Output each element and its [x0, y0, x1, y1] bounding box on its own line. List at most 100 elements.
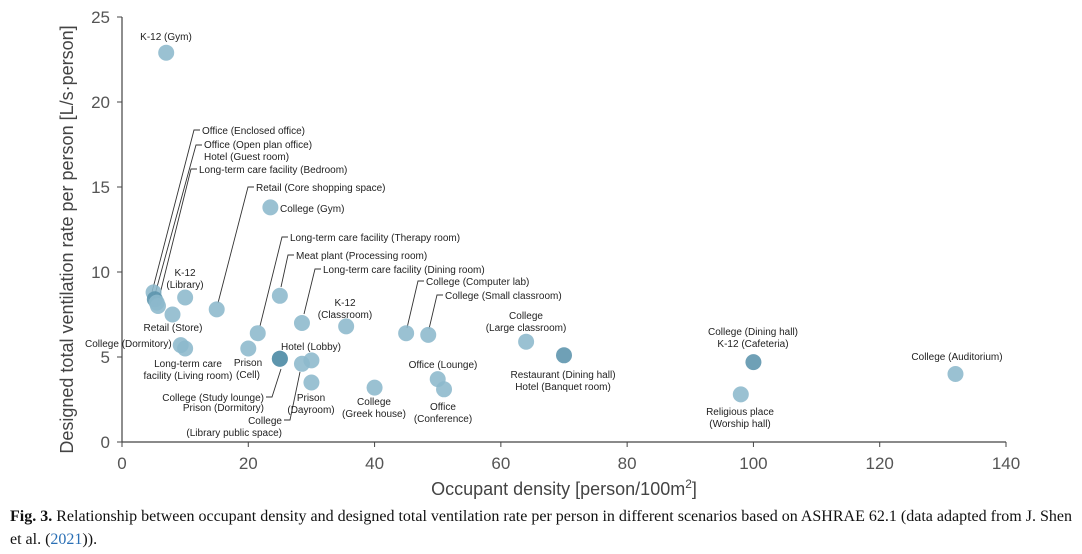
data-point [420, 326, 437, 343]
caption-text: Relationship between occupant density an… [10, 508, 1073, 548]
data-point [518, 333, 535, 350]
point-label-line: (Large classroom) [486, 323, 567, 334]
x-tick-label: 100 [739, 454, 767, 473]
point-labels: K-12 (Gym) College (Gym) Office (Enclosed … [85, 32, 1003, 439]
data-point [208, 301, 225, 318]
x-tick-label: 40 [365, 454, 384, 473]
point-label: K-12 (Gym) [140, 32, 192, 43]
data-point [271, 350, 288, 367]
point-label-line: Restaurant (Dining hall) [510, 370, 615, 381]
point-label-line: College (Gym) [280, 204, 344, 215]
point-label-line: College [509, 311, 543, 322]
point-label-line: (Worship hall) [709, 419, 771, 430]
point-label: College (Auditorium) [911, 352, 1002, 363]
data-point [303, 352, 320, 369]
point-label-line: (Greek house) [342, 409, 406, 420]
axes: 0 20 40 60 80 100 120 140 0 5 10 15 20 25 [91, 8, 1020, 473]
point-label: College (Large classroom) [486, 311, 567, 334]
point-label-line: College [357, 397, 391, 408]
point-label-line: Prison (Dormitory) [183, 403, 264, 414]
data-point [262, 199, 279, 216]
point-label: K-12 (Library) [166, 268, 203, 291]
data-point [149, 298, 166, 314]
point-label: K-12 (Classroom) [318, 298, 372, 321]
data-point [947, 366, 964, 382]
data-point [271, 287, 288, 304]
point-label: Long-term care facility (Therapy room) [290, 233, 460, 244]
x-tick-label: 60 [491, 454, 510, 473]
data-point [436, 381, 453, 398]
point-label-line: Long-term care facility (Bedroom) [199, 165, 347, 176]
point-label: Office (Enclosed office) [202, 126, 305, 137]
y-tick-label: 25 [91, 8, 110, 27]
point-label: College (Library public space) [186, 416, 282, 439]
x-axis-title-end: ] [692, 479, 697, 499]
point-label-line: (Classroom) [318, 310, 372, 321]
data-point [164, 306, 181, 323]
point-label-line: (Cell) [236, 370, 260, 381]
point-label-line: College (Small classroom) [445, 291, 562, 302]
point-label-line: College [248, 416, 282, 427]
point-label-line: College (Computer lab) [426, 277, 529, 288]
point-label-line: Retail (Core shopping space) [256, 183, 386, 194]
point-label-line: K-12 [174, 268, 196, 279]
leader-line [156, 168, 197, 307]
leader-lines [151, 129, 443, 421]
y-tick-label: 15 [91, 178, 110, 197]
point-label: Restaurant (Dining hall) Hotel (Banquet r… [510, 370, 615, 393]
data-point [293, 315, 310, 331]
y-tick-label: 20 [91, 93, 110, 112]
data-point [338, 318, 355, 335]
data-points [145, 44, 964, 403]
point-label: Meat plant (Processing room) [296, 251, 427, 262]
data-point [240, 340, 257, 357]
point-label: College (Computer lab) [426, 277, 529, 288]
point-label: Office (Lounge) [409, 360, 478, 371]
point-label: Long-term care facility (Bedroom) [199, 165, 347, 176]
x-axis-title-text: Occupant density [person/100m [431, 479, 685, 499]
point-label-line: College (Auditorium) [911, 352, 1002, 363]
x-axis-title: Occupant density [person/100m2] [431, 477, 697, 499]
point-label-line: Office (Open plan office) [204, 140, 312, 151]
point-label-line: Long-term care facility (Dining room) [323, 265, 485, 276]
point-label-line: Meat plant (Processing room) [296, 251, 427, 262]
leader-line [217, 186, 254, 304]
point-label: Long-term care facility (Living room) [144, 359, 233, 382]
point-label-line: Prison [297, 393, 325, 404]
point-label-line: Long-term care facility (Therapy room) [290, 233, 460, 244]
y-tick-label: 5 [101, 348, 110, 367]
point-label-line: (Conference) [414, 414, 472, 425]
point-label: Religious place (Worship hall) [706, 407, 774, 430]
point-label: College (Dining hall) K-12 (Cafeteria) [708, 327, 798, 350]
x-tick-label: 0 [117, 454, 126, 473]
point-label: College (Gym) [280, 204, 344, 215]
data-point [177, 340, 194, 357]
leader-line [406, 280, 424, 329]
leader-line [303, 268, 321, 315]
data-point [303, 374, 320, 391]
point-label-line: Hotel (Banquet room) [515, 382, 611, 393]
data-point [158, 44, 175, 61]
leader-line [280, 254, 294, 288]
point-label-line: Religious place [706, 407, 774, 418]
point-label: College (Small classroom) [445, 291, 562, 302]
leader-line [259, 236, 288, 327]
point-label-line: College (Dormitory) [85, 339, 172, 350]
data-point [732, 386, 749, 403]
leader-line [153, 144, 202, 299]
x-axis-title-superscript: 2 [685, 477, 692, 491]
point-label-line: Hotel (Guest room) [204, 152, 289, 163]
leader-line [284, 371, 301, 421]
point-label-line: Office (Enclosed office) [202, 126, 305, 137]
point-label-line: College (Dining hall) [708, 327, 798, 338]
data-point [366, 379, 383, 396]
point-label: Hotel (Lobby) [281, 342, 341, 353]
point-label-line: facility (Living room) [144, 371, 233, 382]
point-label: Long-term care facility (Dining room) [323, 265, 485, 276]
point-label: Prison (Cell) [234, 358, 262, 381]
point-label-line: College (Study lounge) [162, 393, 264, 404]
point-label-line: Prison [234, 358, 262, 369]
data-point [177, 289, 194, 306]
point-label-line: Long-term care [154, 359, 222, 370]
caption-reference-link[interactable]: 2021 [50, 531, 83, 548]
